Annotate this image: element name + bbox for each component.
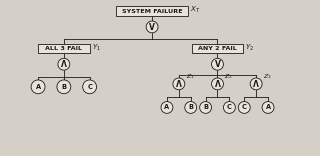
Text: Λ: Λ	[176, 80, 182, 89]
Circle shape	[173, 78, 185, 90]
Text: A: A	[266, 105, 271, 110]
Text: $Z_3$: $Z_3$	[263, 73, 272, 81]
Text: ALL 3 FAIL: ALL 3 FAIL	[45, 46, 83, 51]
Circle shape	[185, 102, 197, 113]
Text: $Z_2$: $Z_2$	[224, 73, 233, 81]
Text: C: C	[87, 84, 92, 90]
Text: Λ: Λ	[61, 60, 67, 69]
Text: A: A	[36, 84, 41, 90]
Text: B: B	[61, 84, 66, 90]
Text: V: V	[214, 60, 220, 69]
Circle shape	[212, 58, 223, 70]
Text: $Z_1$: $Z_1$	[186, 73, 195, 81]
FancyBboxPatch shape	[116, 6, 188, 16]
Circle shape	[212, 78, 223, 90]
Circle shape	[161, 102, 173, 113]
Text: B: B	[188, 105, 193, 110]
Circle shape	[262, 102, 274, 113]
Text: $Y_1$: $Y_1$	[92, 42, 100, 53]
Text: $Y_2$: $Y_2$	[245, 42, 254, 53]
Circle shape	[57, 80, 71, 94]
Text: $X_T$: $X_T$	[190, 5, 200, 15]
Text: C: C	[242, 105, 247, 110]
Circle shape	[250, 78, 262, 90]
FancyBboxPatch shape	[38, 44, 90, 54]
Text: B: B	[203, 105, 208, 110]
Text: Λ: Λ	[253, 80, 259, 89]
Circle shape	[31, 80, 45, 94]
Text: ANY 2 FAIL: ANY 2 FAIL	[198, 46, 237, 51]
Text: A: A	[164, 105, 170, 110]
Text: V: V	[149, 23, 155, 32]
FancyBboxPatch shape	[192, 44, 243, 54]
Circle shape	[200, 102, 212, 113]
Circle shape	[83, 80, 97, 94]
Circle shape	[146, 21, 158, 33]
Text: C: C	[227, 105, 232, 110]
Text: Λ: Λ	[214, 80, 220, 89]
Circle shape	[223, 102, 235, 113]
Circle shape	[238, 102, 250, 113]
Text: SYSTEM FAILURE: SYSTEM FAILURE	[122, 9, 182, 14]
Circle shape	[58, 58, 70, 70]
